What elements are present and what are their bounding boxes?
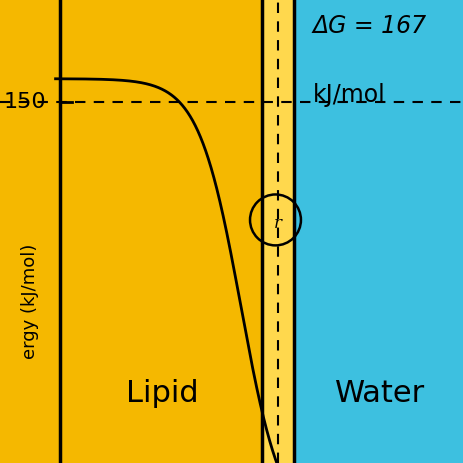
Bar [0, 0, 294, 463]
Text: ergy (kJ/mol): ergy (kJ/mol) [21, 243, 39, 359]
Bar [262, 0, 294, 463]
Text: r: r [274, 215, 282, 232]
Text: kJ/mol: kJ/mol [313, 83, 385, 107]
Text: Lipid: Lipid [126, 379, 198, 408]
Text: ΔG = 167: ΔG = 167 [313, 14, 426, 38]
Text: 150: 150 [4, 92, 46, 112]
Text: Water: Water [335, 379, 425, 408]
Bar [294, 0, 463, 463]
